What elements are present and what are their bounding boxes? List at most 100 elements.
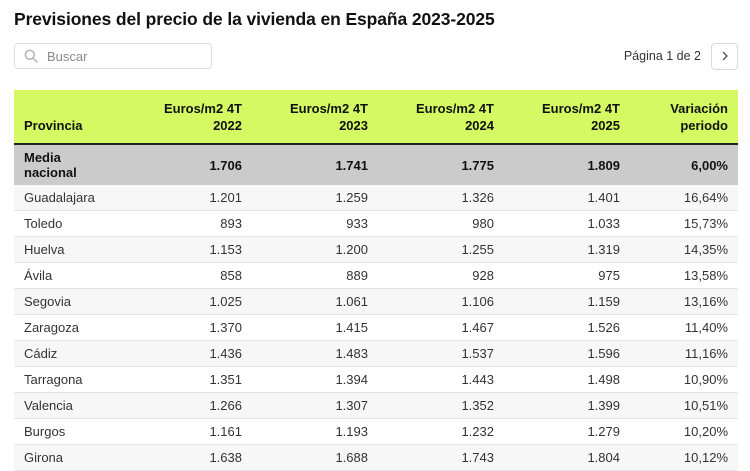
value-cell: 15,73% [630, 210, 738, 237]
column-header[interactable]: Euros/m2 4T 2025 [504, 90, 630, 144]
table-row: Segovia 1.025 1.061 1.106 1.159 13,16% [14, 288, 738, 315]
table-row: Ávila 858 889 928 975 13,58% [14, 262, 738, 289]
value-cell: 1.326 [378, 185, 504, 211]
value-cell: 1.200 [252, 236, 378, 263]
value-cell: 1.498 [504, 366, 630, 393]
value-cell: 980 [378, 210, 504, 237]
value-cell: 16,64% [630, 185, 738, 211]
province-cell: Huelva [14, 236, 126, 263]
value-cell: 1.352 [378, 392, 504, 419]
value-cell: 1.415 [252, 314, 378, 341]
value-cell: 1.266 [126, 392, 252, 419]
value-cell: 975 [504, 262, 630, 289]
province-cell: Media nacional [14, 143, 126, 185]
value-cell: 1.688 [252, 444, 378, 471]
value-cell: 1.743 [378, 444, 504, 471]
column-header[interactable]: Variación periodo [630, 90, 738, 144]
value-cell: 13,16% [630, 288, 738, 315]
column-header[interactable]: Euros/m2 4T 2023 [252, 90, 378, 144]
province-cell: Ávila [14, 262, 126, 289]
value-cell: 1.804 [504, 444, 630, 471]
value-cell: 893 [126, 210, 252, 237]
value-cell: 1.401 [504, 185, 630, 211]
column-header[interactable]: Euros/m2 4T 2022 [126, 90, 252, 144]
search-box[interactable] [14, 43, 212, 69]
province-cell: Segovia [14, 288, 126, 315]
table-row: Girona 1.638 1.688 1.743 1.804 10,12% [14, 444, 738, 471]
province-cell: Burgos [14, 418, 126, 445]
value-cell: 1.399 [504, 392, 630, 419]
column-header[interactable]: Provincia [14, 90, 126, 144]
next-page-button[interactable] [711, 42, 738, 70]
search-input[interactable] [45, 47, 202, 65]
value-cell: 1.025 [126, 288, 252, 315]
table-row: Toledo 893 933 980 1.033 15,73% [14, 210, 738, 237]
value-cell: 1.351 [126, 366, 252, 393]
value-cell: 1.483 [252, 340, 378, 367]
value-cell: 1.153 [126, 236, 252, 263]
table-row: Guadalajara 1.201 1.259 1.326 1.401 16,64% [14, 185, 738, 211]
value-cell: 1.061 [252, 288, 378, 315]
search-icon [24, 49, 38, 63]
value-cell: 1.706 [126, 143, 252, 185]
value-cell: 1.279 [504, 418, 630, 445]
value-cell: 1.307 [252, 392, 378, 419]
table-row: Tarragona 1.351 1.394 1.443 1.498 10,90% [14, 366, 738, 393]
data-table: Provincia Euros/m2 4T 2022 Euros/m2 4T 202… [14, 90, 738, 471]
table-row: Burgos 1.161 1.193 1.232 1.279 10,20% [14, 418, 738, 445]
value-cell: 11,40% [630, 314, 738, 341]
value-cell: 1.255 [378, 236, 504, 263]
province-cell: Guadalajara [14, 185, 126, 211]
table-row: Huelva 1.153 1.200 1.255 1.319 14,35% [14, 236, 738, 263]
value-cell: 1.159 [504, 288, 630, 315]
province-cell: Cádiz [14, 340, 126, 367]
value-cell: 1.319 [504, 236, 630, 263]
value-cell: 1.537 [378, 340, 504, 367]
value-cell: 14,35% [630, 236, 738, 263]
value-cell: 858 [126, 262, 252, 289]
value-cell: 13,58% [630, 262, 738, 289]
column-header[interactable]: Euros/m2 4T 2024 [378, 90, 504, 144]
toolbar: Página 1 de 2 [14, 42, 738, 70]
table-body: Media nacional 1.706 1.741 1.775 1.809 6,00% G… [14, 143, 738, 471]
value-cell: 1.193 [252, 418, 378, 445]
value-cell: 1.394 [252, 366, 378, 393]
value-cell: 1.443 [378, 366, 504, 393]
value-cell: 1.161 [126, 418, 252, 445]
page-title: Previsiones del precio de la vivienda en… [14, 9, 495, 29]
summary-row: Media nacional 1.706 1.741 1.775 1.809 6,00% [14, 143, 738, 185]
table-row: Cádiz 1.436 1.483 1.537 1.596 11,16% [14, 340, 738, 367]
pagination: Página 1 de 2 [623, 42, 738, 70]
value-cell: 1.033 [504, 210, 630, 237]
value-cell: 1.741 [252, 143, 378, 185]
value-cell: 1.809 [504, 143, 630, 185]
value-cell: 1.638 [126, 444, 252, 471]
chevron-right-icon [722, 51, 728, 61]
value-cell: 10,90% [630, 366, 738, 393]
table-row: Valencia 1.266 1.307 1.352 1.399 10,51% [14, 392, 738, 419]
value-cell: 933 [252, 210, 378, 237]
province-cell: Zaragoza [14, 314, 126, 341]
value-cell: 1.201 [126, 185, 252, 211]
value-cell: 1.370 [126, 314, 252, 341]
value-cell: 1.526 [504, 314, 630, 341]
province-cell: Tarragona [14, 366, 126, 393]
value-cell: 6,00% [630, 143, 738, 185]
value-cell: 1.436 [126, 340, 252, 367]
province-cell: Toledo [14, 210, 126, 237]
pagination-label: Página 1 de 2 [623, 49, 701, 63]
table-row: Zaragoza 1.370 1.415 1.467 1.526 11,40% [14, 314, 738, 341]
value-cell: 1.259 [252, 185, 378, 211]
value-cell: 10,20% [630, 418, 738, 445]
value-cell: 10,12% [630, 444, 738, 471]
value-cell: 928 [378, 262, 504, 289]
value-cell: 1.106 [378, 288, 504, 315]
table-header-row: Provincia Euros/m2 4T 2022 Euros/m2 4T 202… [14, 90, 738, 144]
province-cell: Valencia [14, 392, 126, 419]
value-cell: 1.775 [378, 143, 504, 185]
value-cell: 889 [252, 262, 378, 289]
value-cell: 10,51% [630, 392, 738, 419]
province-cell: Girona [14, 444, 126, 471]
value-cell: 1.467 [378, 314, 504, 341]
